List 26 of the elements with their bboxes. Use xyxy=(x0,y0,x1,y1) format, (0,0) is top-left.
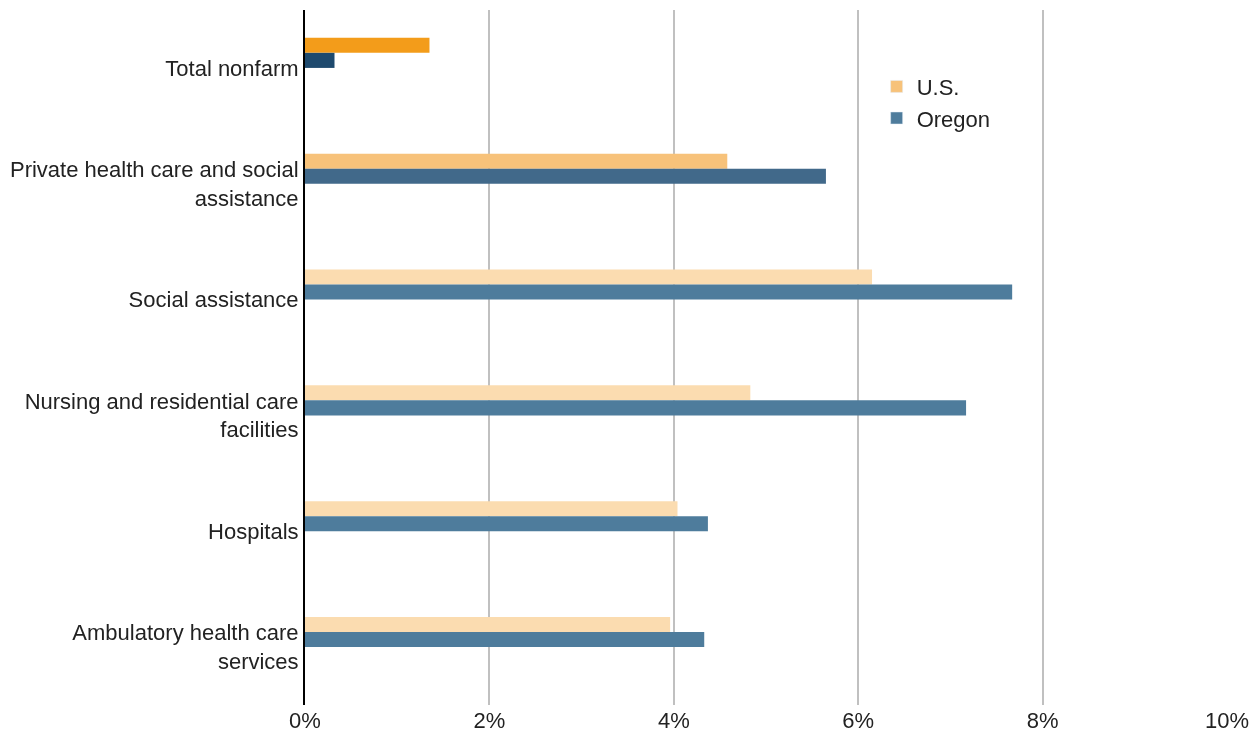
bar xyxy=(305,385,751,401)
y-tick-label: Hospitals xyxy=(208,518,299,544)
bar xyxy=(305,501,678,517)
bar xyxy=(305,52,335,68)
x-tick-label: 6% xyxy=(842,708,875,733)
y-tick-label: Nursing and residential care facilities xyxy=(24,388,299,443)
bar xyxy=(305,616,671,633)
legend-label: Oregon xyxy=(916,106,991,132)
x-tick-label: 8% xyxy=(1026,708,1059,733)
legend-label: U.S. xyxy=(916,74,960,100)
bar xyxy=(305,400,967,416)
bar xyxy=(305,516,708,532)
bar xyxy=(305,284,1013,300)
x-tick-label: 10% xyxy=(1204,708,1250,733)
y-tick-label: Ambulatory health care services xyxy=(72,620,299,675)
bar xyxy=(305,153,728,169)
bar xyxy=(305,37,430,53)
bar xyxy=(305,632,705,648)
x-tick-label: 2% xyxy=(473,708,506,733)
y-tick-label: Social assistance xyxy=(128,287,299,313)
y-tick-label: Private health care and social assistance xyxy=(9,157,299,211)
x-tick-label: 0% xyxy=(289,708,321,733)
y-tick-label: Total nonfarm xyxy=(165,55,299,81)
bar xyxy=(305,168,826,184)
bar xyxy=(305,269,873,285)
x-tick-label: 4% xyxy=(657,708,690,733)
